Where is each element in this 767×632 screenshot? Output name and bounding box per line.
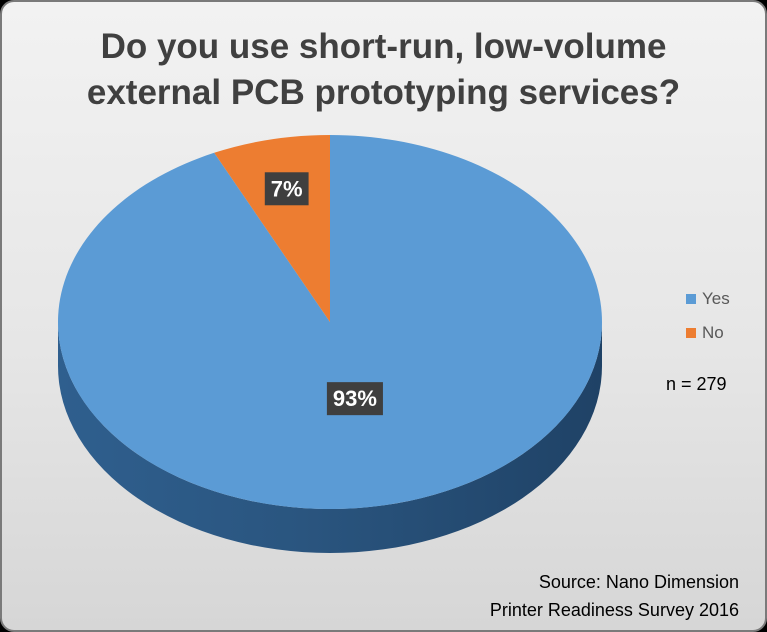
chart-title-line-1: Do you use short-run, low-volume [100, 27, 667, 66]
legend-label-no: No [702, 323, 724, 342]
pie-side-wall [58, 322, 602, 553]
source-line-2: Printer Readiness Survey 2016 [489, 600, 739, 620]
chart-title: Do you use short-run, low-volume externa… [2, 24, 765, 116]
legend: Yes No [672, 272, 742, 352]
data-label-text: 93% [333, 386, 377, 411]
data-label-no: 7% [264, 172, 309, 206]
source-note: Source: Nano Dimension Printer Readiness… [490, 568, 739, 624]
data-label-layer: 93% 7% [264, 172, 383, 416]
data-label-text: 7% [271, 176, 303, 201]
pie-slice-yes [57, 135, 602, 510]
chart-title-line-2: external PCB prototyping services? [86, 73, 681, 112]
legend-swatch-yes [686, 294, 696, 304]
legend-swatch-no [686, 328, 696, 338]
data-label-box [264, 172, 309, 206]
legend-label-yes: Yes [702, 289, 730, 308]
sample-size-note: n = 279 [666, 374, 727, 394]
data-label-yes: 93% [326, 382, 383, 416]
data-label-box [326, 382, 383, 416]
source-line-1: Source: Nano Dimension [538, 572, 739, 592]
pie-layer [57, 135, 602, 553]
